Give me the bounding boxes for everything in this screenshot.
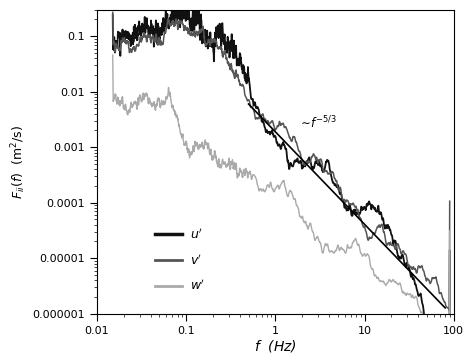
- Legend: $u'$, $v'$, $w'$: $u'$, $v'$, $w'$: [150, 222, 210, 298]
- X-axis label: $f$  (Hz): $f$ (Hz): [254, 338, 297, 354]
- Text: $\sim\!f^{-5/3}$: $\sim\!f^{-5/3}$: [298, 115, 337, 131]
- Y-axis label: $F_{ii}(f)$  (m$^2$/s): $F_{ii}(f)$ (m$^2$/s): [10, 124, 28, 199]
